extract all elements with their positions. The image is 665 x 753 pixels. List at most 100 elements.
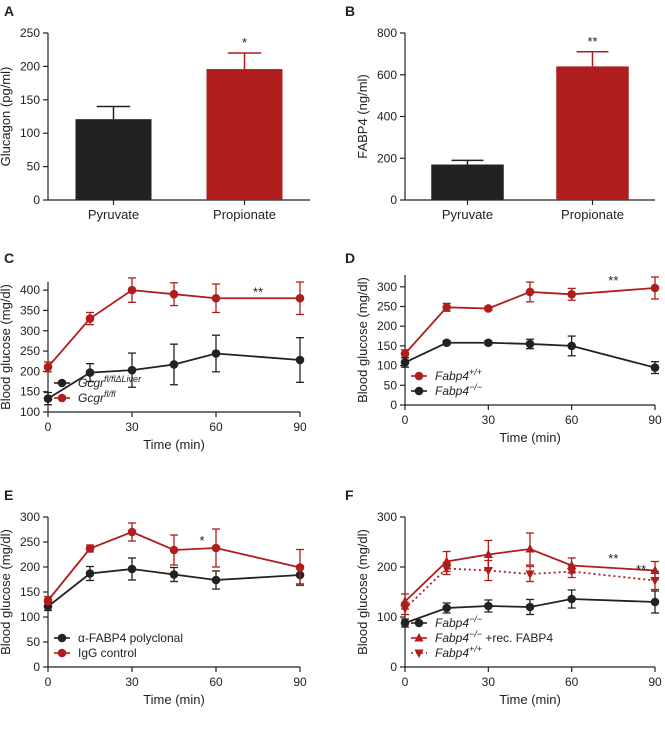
panel-e-legend-entry-1: IgG control: [78, 646, 137, 660]
panel-f-y-tick-label: 300: [377, 510, 397, 524]
panel-a-y-tick-label: 200: [20, 59, 40, 73]
panel-c-x-tick-label: 0: [45, 420, 52, 434]
panel-b-x-tick-label: Propionate: [561, 207, 624, 222]
panel-c-series-0-point: [85, 368, 95, 377]
panel-c-y-tick-label: 350: [20, 303, 40, 317]
panel-d-letter: D: [345, 250, 355, 266]
panel-c-y-tick-label: 150: [20, 385, 40, 399]
panel-c-y-tick-label: 250: [20, 344, 40, 358]
panel-f-series-2-line: [404, 567, 656, 610]
panel-e-series-1-point: [43, 596, 53, 605]
panel-f-x-tick-label: 60: [565, 675, 579, 689]
panel-b-x-tick-label: Pyruvate: [442, 207, 493, 222]
panel-f-series-0-point: [442, 603, 451, 613]
panel-e-series-1-point: [211, 543, 221, 553]
panel-a-y-tick-label: 50: [27, 160, 41, 174]
panel-f-series-0-point: [400, 618, 410, 628]
panel-d-y-axis-label: Blood glucose (mg/dl): [355, 277, 370, 403]
panel-e-series-1-point: [169, 545, 179, 555]
panel-d-series-1-point: [442, 338, 451, 348]
panel-a-y-axis-label: Glucagon (pg/ml): [0, 67, 13, 167]
panel-d-legend-entry-1: Fabp4−/−: [435, 382, 482, 398]
panel-e-series-1-point: [85, 544, 95, 553]
panel-e-y-tick-label: 50: [27, 635, 41, 649]
panel-f-y-tick-label: 200: [377, 560, 397, 574]
panel-c-series-0-point: [211, 349, 221, 358]
panel-c-series-0-point: [43, 394, 53, 403]
panel-c-legend-entry-1: Gcgrfl/fl: [78, 389, 117, 405]
panel-f-series-0-point: [567, 594, 576, 604]
panel-b-bar-propionate: [556, 66, 629, 201]
panel-c-x-tick-label: 30: [125, 420, 139, 434]
panel-b-y-tick-label: 800: [377, 26, 397, 40]
panel-e-y-tick-label: 250: [20, 535, 40, 549]
panel-f-legend-swatch-marker: [414, 618, 424, 628]
panel-c-legend-entry-0: Gcgrfl/flΔLiver: [78, 374, 142, 390]
panel-c-y-tick-label: 400: [20, 283, 40, 297]
panel-a-y-tick-label: 150: [20, 93, 40, 107]
panel-d-series-0-point: [525, 287, 535, 297]
panel-d-y-tick-label: 200: [377, 319, 397, 333]
panel-a-bar-pyruvate: [75, 119, 152, 200]
panel-c-series-0-point: [295, 355, 305, 365]
panel-c-x-tick-label: 60: [209, 420, 223, 434]
panel-d-series-0-point: [567, 290, 576, 299]
panel-b-y-tick-label: 0: [390, 193, 397, 207]
panel-d-x-tick-label: 30: [482, 413, 496, 427]
panel-e-significance: *: [199, 533, 204, 548]
panel-c-series-0-point: [169, 360, 179, 369]
panel-a-y-tick-label: 0: [33, 193, 40, 207]
panel-f-y-axis-label: Blood glucose (mg/dl): [355, 529, 370, 655]
panel-b-y-tick-label: 200: [377, 151, 397, 165]
panel-c-y-tick-label: 200: [20, 364, 40, 378]
panel-e-y-tick-label: 300: [20, 510, 40, 524]
panel-d-series-0-line: [404, 287, 656, 355]
panel-f-legend-entry-1: Fabp4−/− +rec. FABP4: [435, 629, 553, 645]
panel-d-series-0-point: [484, 304, 493, 313]
panel-c-series-0-point: [127, 365, 137, 375]
panel-e-series-0-point: [127, 564, 137, 574]
panel-d-significance: **: [608, 273, 618, 288]
panel-f-series-2-point: [400, 605, 410, 614]
panel-d-x-tick-label: 90: [648, 413, 662, 427]
panel-f-x-tick-label: 0: [402, 675, 409, 689]
panel-c-letter: C: [4, 250, 14, 266]
panel-e-letter: E: [4, 487, 13, 503]
panel-d-series-1-point: [484, 338, 493, 348]
panel-f-legend-swatch-marker: [414, 633, 424, 642]
panel-c-series-1-point: [295, 293, 305, 303]
panel-f-series-0-point: [525, 602, 535, 612]
panel-f-series-2-point: [567, 568, 577, 577]
panel-d-series-1-point: [650, 363, 660, 372]
panel-e-x-tick-label: 60: [209, 675, 223, 689]
panel-e-y-tick-label: 0: [33, 660, 40, 674]
panel-e-y-tick-label: 100: [20, 610, 40, 624]
panel-c-legend-swatch-marker: [57, 378, 67, 388]
panel-c-series-1-point: [85, 314, 95, 323]
panel-d-y-tick-label: 250: [377, 300, 397, 314]
panel-e-legend-entry-0: α-FABP4 polyclonal: [78, 631, 183, 645]
panel-c-series-1-line: [47, 289, 300, 368]
panel-f-series-1-line: [404, 548, 656, 603]
panel-f-legend-entry-2: Fabp4+/+: [435, 644, 482, 660]
panel-d-y-tick-label: 150: [377, 339, 397, 353]
panel-d-y-tick-label: 100: [377, 359, 397, 373]
panel-e-series-0-point: [211, 575, 221, 585]
panel-a-y-tick-label: 250: [20, 26, 40, 40]
panel-e-series-0-line: [47, 568, 301, 608]
panel-d-series-1-point: [400, 358, 410, 367]
panel-a-x-tick-label: Pyruvate: [88, 207, 139, 222]
panel-e-y-tick-label: 200: [20, 560, 40, 574]
panel-b-bar-pyruvate: [431, 164, 504, 200]
panel-d-series-1-point: [525, 339, 535, 349]
panel-d-series-0-point: [650, 283, 660, 293]
panel-c-y-tick-label: 100: [20, 405, 40, 419]
panel-d-legend-swatch-marker: [414, 386, 424, 396]
panel-d-series-1-line: [404, 341, 656, 369]
panel-b-letter: B: [345, 3, 355, 19]
panel-f-significance: **: [608, 551, 618, 566]
panel-d-series-0-point: [442, 303, 451, 312]
panel-f-x-axis-label: Time (min): [499, 692, 561, 707]
panel-b-y-tick-label: 600: [377, 68, 397, 82]
